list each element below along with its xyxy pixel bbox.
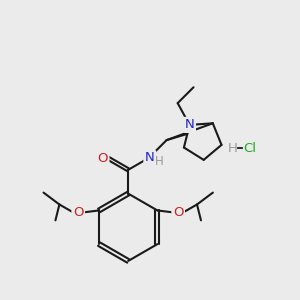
Text: Cl: Cl [244, 142, 256, 154]
Text: N: N [185, 118, 194, 131]
Text: H: H [155, 155, 164, 168]
Text: H: H [227, 142, 237, 154]
Text: N: N [145, 152, 155, 164]
Text: O: O [173, 206, 183, 219]
Text: O: O [73, 206, 83, 219]
Text: O: O [98, 152, 108, 165]
